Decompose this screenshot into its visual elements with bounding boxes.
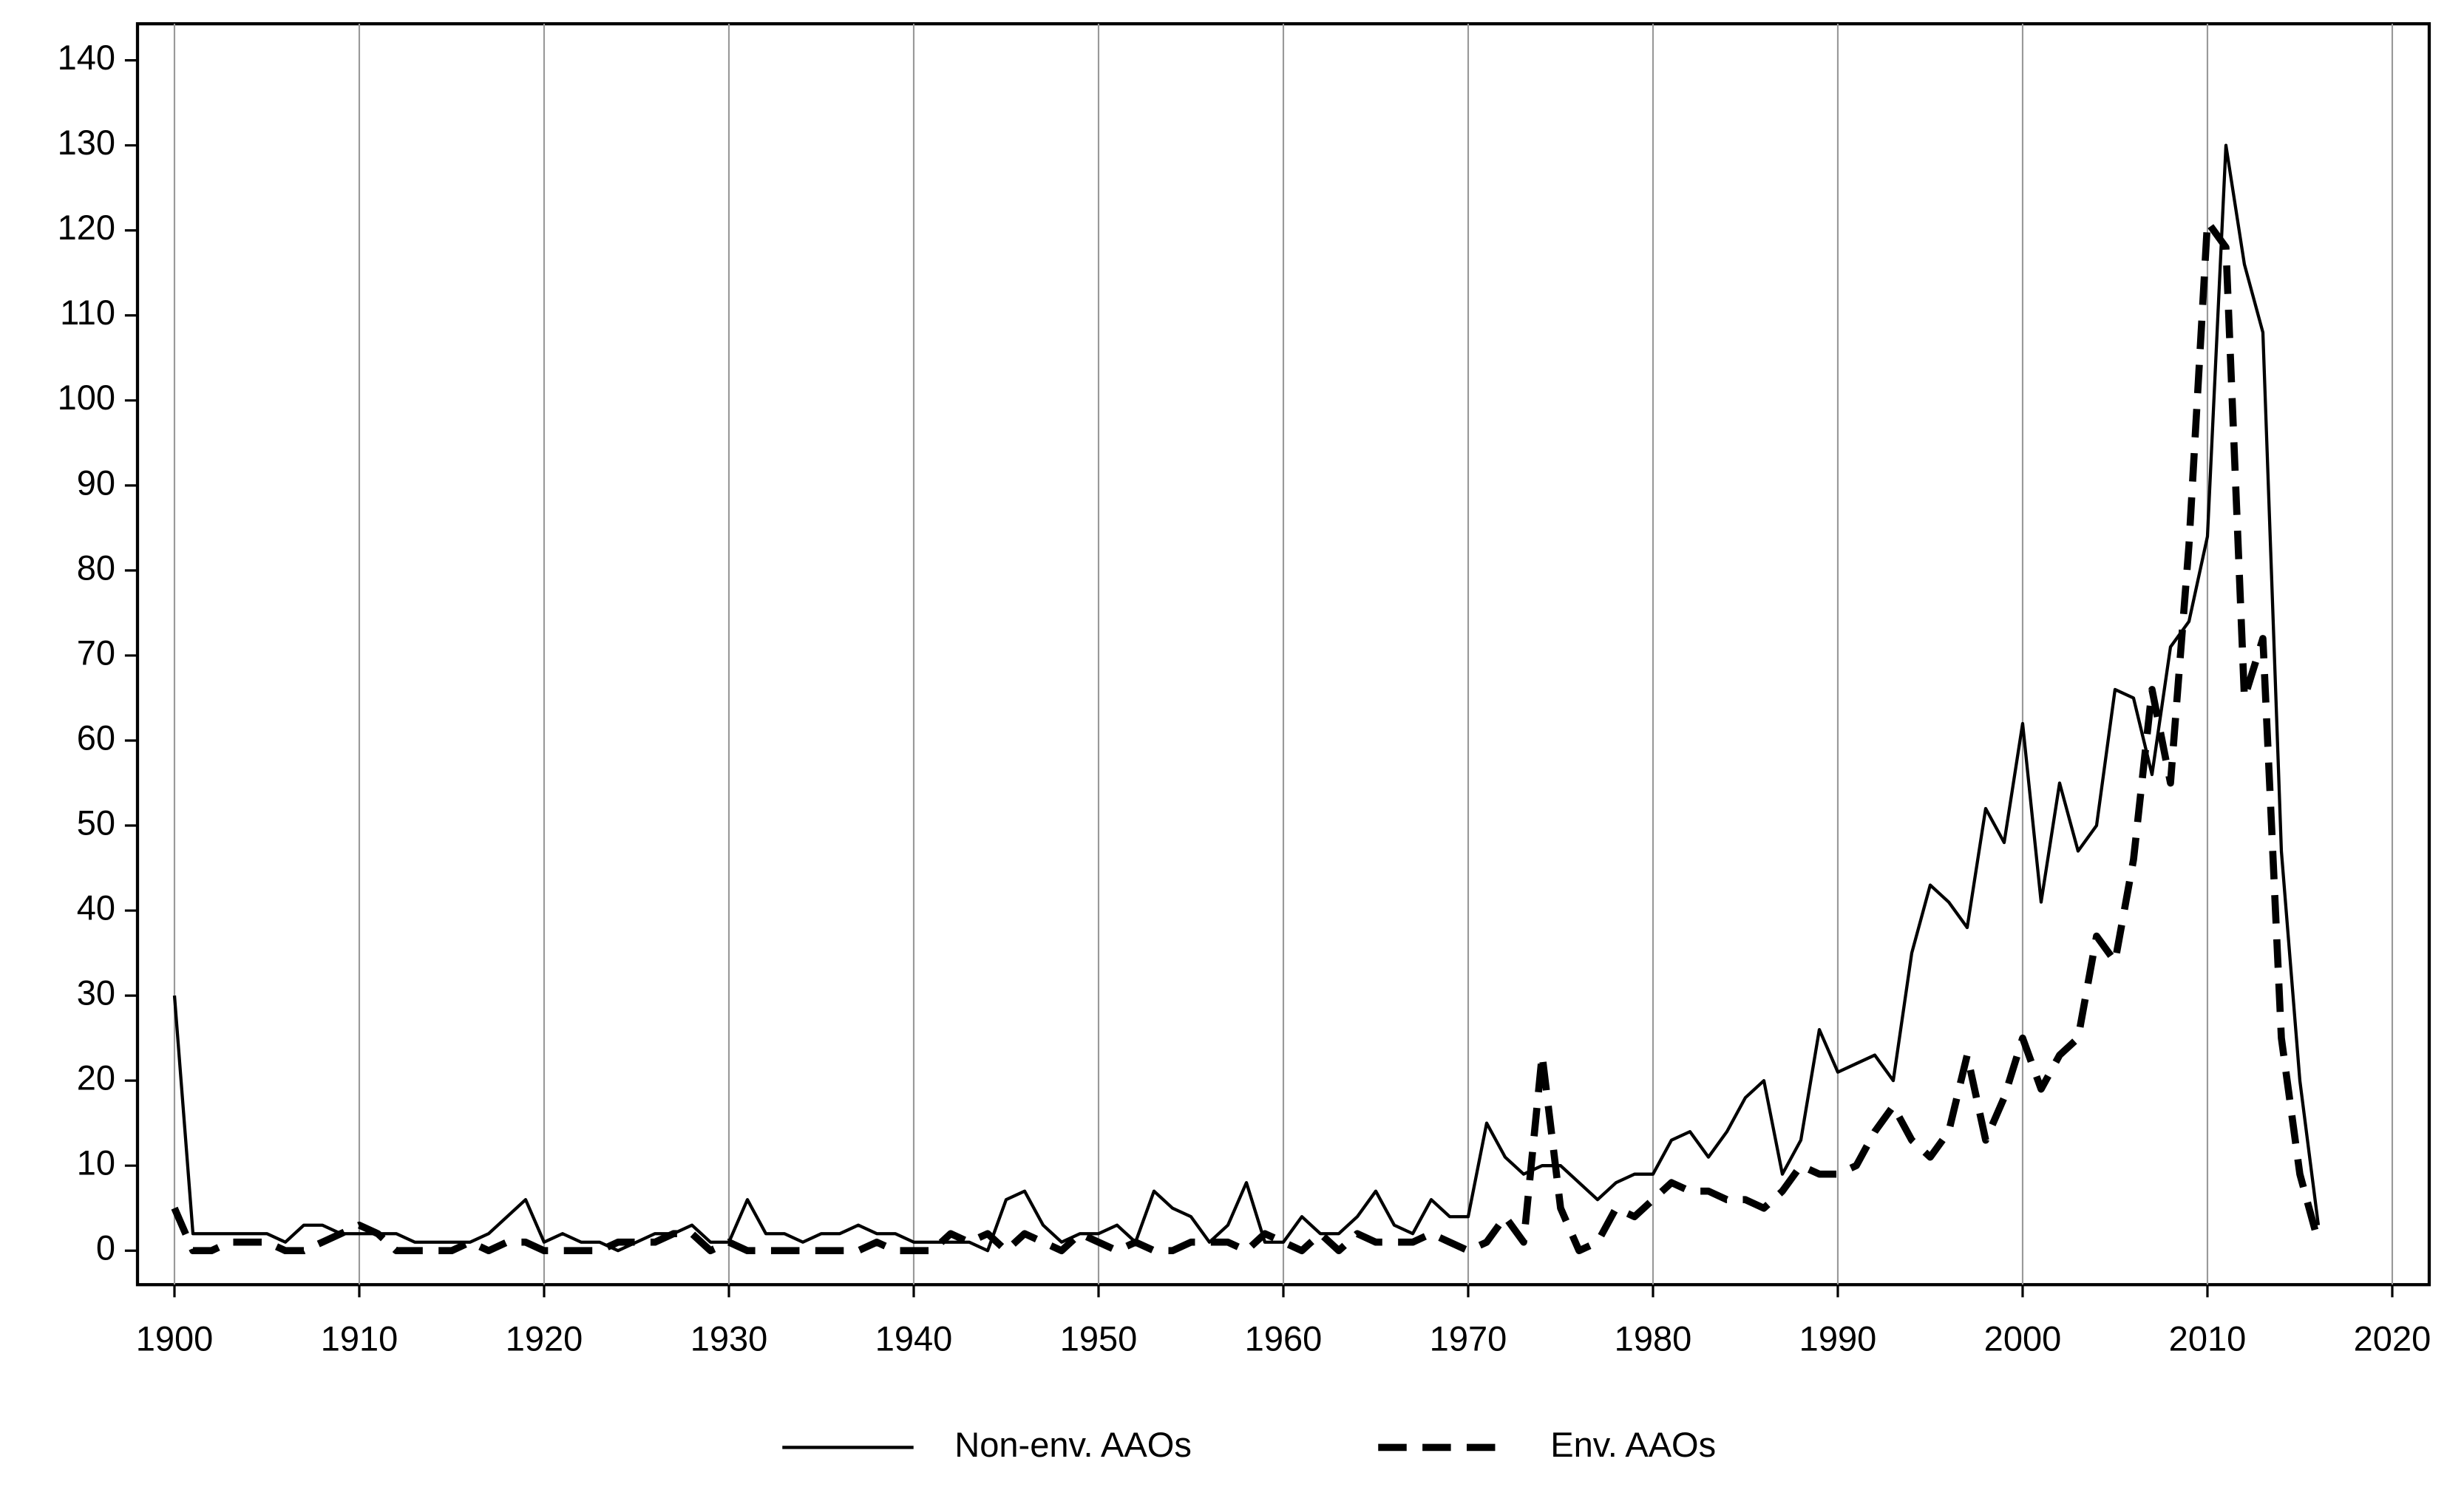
y-tick-label: 70 xyxy=(77,633,115,672)
x-tick-label: 1980 xyxy=(1615,1319,1692,1358)
y-tick-label: 100 xyxy=(58,378,115,417)
x-tick-label: 1900 xyxy=(136,1319,214,1358)
x-tick-label: 1970 xyxy=(1430,1319,1507,1358)
y-tick-label: 30 xyxy=(77,973,115,1013)
y-tick-label: 140 xyxy=(58,38,115,77)
x-tick-label: 1940 xyxy=(875,1319,953,1358)
y-tick-label: 0 xyxy=(96,1228,115,1267)
x-tick-label: 1930 xyxy=(690,1319,768,1358)
y-tick-label: 90 xyxy=(77,463,115,502)
y-tick-label: 10 xyxy=(77,1143,115,1183)
y-tick-label: 60 xyxy=(77,718,115,757)
x-tick-label: 1960 xyxy=(1245,1319,1323,1358)
x-tick-label: 1920 xyxy=(506,1319,583,1358)
y-tick-label: 20 xyxy=(77,1058,115,1098)
x-tick-label: 1910 xyxy=(321,1319,398,1358)
y-tick-label: 40 xyxy=(77,888,115,927)
y-tick-label: 80 xyxy=(77,548,115,587)
y-tick-label: 50 xyxy=(77,803,115,842)
series-line xyxy=(171,218,2322,1255)
y-tick-label: 110 xyxy=(60,293,115,332)
legend-label: Non-env. AAOs xyxy=(954,1425,1192,1464)
legend-label: Env. AAOs xyxy=(1550,1425,1716,1464)
series-line xyxy=(172,143,2321,1253)
x-tick-label: 1990 xyxy=(1799,1319,1877,1358)
x-tick-label: 2000 xyxy=(1984,1319,2062,1358)
x-tick-label: 1950 xyxy=(1060,1319,1138,1358)
x-tick-label: 2010 xyxy=(2169,1319,2247,1358)
y-tick-label: 130 xyxy=(58,123,115,162)
x-tick-label: 2020 xyxy=(2354,1319,2431,1358)
y-tick-label: 120 xyxy=(58,208,115,247)
